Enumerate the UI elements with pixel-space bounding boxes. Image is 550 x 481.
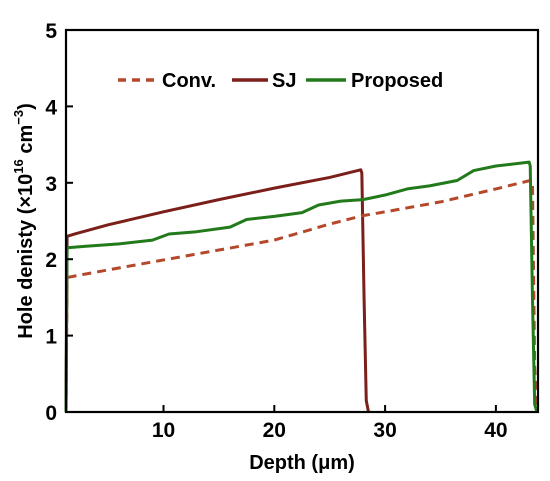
y-axis-label: Hole denisty (×1016 cm−3) (11, 103, 37, 339)
series-line-conv (64, 179, 539, 413)
axes (64, 28, 540, 414)
series-layer (64, 160, 539, 413)
y-tick-label: 2 (45, 249, 57, 272)
y-tick-label: 4 (45, 96, 57, 119)
x-tick-label: 30 (373, 419, 396, 442)
y-tick-label: 3 (45, 173, 57, 196)
y-axis-label-unit-exp: −3 (11, 110, 26, 125)
y-tick-label: 1 (45, 326, 57, 349)
y-axis-label-close: ) (15, 103, 37, 110)
y-axis-label-unit: cm (15, 125, 37, 159)
plot-frame (64, 28, 540, 414)
x-tick-label: 20 (263, 419, 286, 442)
series-line-sj (64, 168, 370, 413)
y-axis-label-main: Hole denisty (×10 (15, 174, 37, 339)
legend-label-conv: Conv. (162, 70, 216, 92)
ticks: 10 20 30 40 0 1 2 3 4 5 (45, 20, 507, 442)
legend: Conv. SJ Proposed (118, 70, 443, 92)
x-tick-label: 40 (484, 419, 507, 442)
legend-label-sj: SJ (272, 70, 296, 92)
x-tick-label: 10 (152, 419, 175, 442)
series-line-proposed (64, 160, 539, 413)
y-tick-label: 0 (45, 402, 57, 425)
x-axis-label: Depth (μm) (249, 452, 355, 474)
y-axis-label-exp: 16 (11, 159, 26, 173)
legend-label-proposed: Proposed (351, 70, 443, 92)
y-tick-label: 5 (45, 20, 57, 43)
